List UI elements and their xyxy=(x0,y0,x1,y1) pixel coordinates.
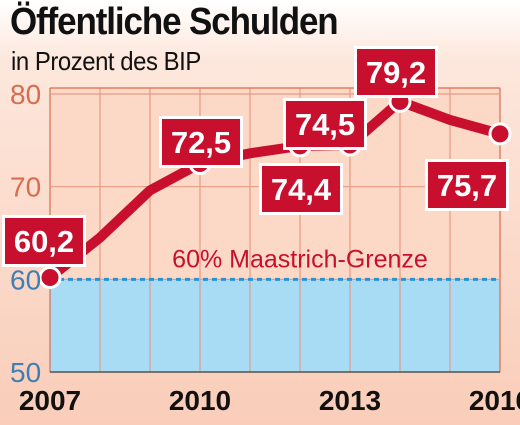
data-label: 75,7 xyxy=(437,168,497,203)
data-label-box xyxy=(286,101,364,147)
data-label-box xyxy=(428,162,506,208)
data-label-box xyxy=(262,166,340,212)
data-label: 74,5 xyxy=(295,107,355,142)
threshold-label: 60% Maastrich-Grenze xyxy=(172,245,428,273)
y-tick-label: 70 xyxy=(10,172,41,203)
x-tick-label: 2010 xyxy=(169,385,231,416)
data-label: 79,2 xyxy=(366,55,426,90)
x-tick-label: 2013 xyxy=(319,385,381,416)
data-label-box xyxy=(162,119,240,165)
y-tick-label: 60 xyxy=(10,264,41,295)
data-label: 72,5 xyxy=(171,125,231,160)
data-label: 60,2 xyxy=(14,224,74,259)
x-tick-label: 2016 xyxy=(469,385,520,416)
chart-title: Öffentliche Schulden xyxy=(10,1,339,43)
data-line xyxy=(45,96,505,283)
x-tick-label: 2007 xyxy=(19,385,81,416)
data-label-box xyxy=(5,218,83,264)
below-threshold-area xyxy=(50,279,500,372)
data-label: 74,4 xyxy=(271,172,332,207)
data-point-marker xyxy=(38,265,62,289)
data-label-box xyxy=(357,49,435,95)
data-point-marker xyxy=(488,122,512,146)
y-tick-label: 80 xyxy=(10,79,41,110)
chart-subtitle: in Prozent des BIP xyxy=(11,46,201,76)
y-tick-label: 50 xyxy=(10,357,41,388)
